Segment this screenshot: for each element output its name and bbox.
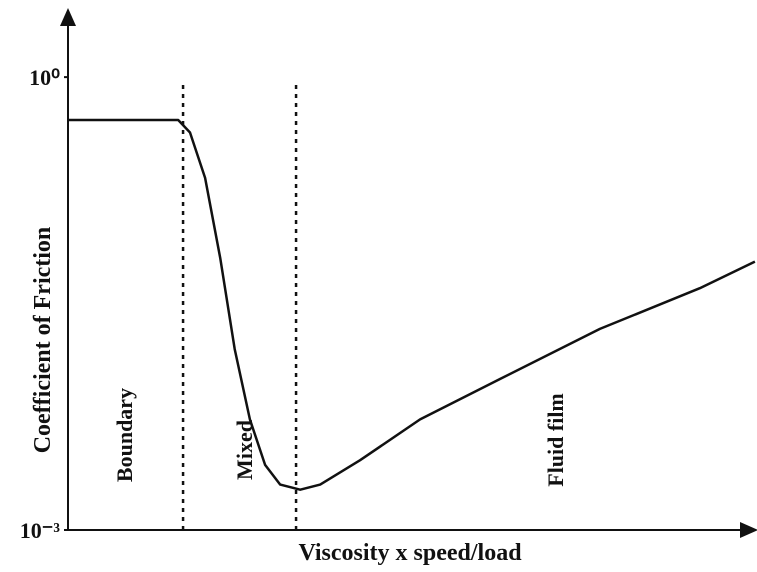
- x-axis-label: Viscosity x speed/load: [298, 540, 522, 566]
- y-tick-label: 10⁰: [29, 65, 60, 90]
- region-label: Boundary: [112, 388, 137, 482]
- y-axis-label: Coefficient of Friction: [30, 227, 56, 454]
- y-tick-label: 10⁻³: [20, 518, 61, 543]
- region-label: Fluid film: [543, 393, 568, 487]
- curve: [68, 118, 756, 491]
